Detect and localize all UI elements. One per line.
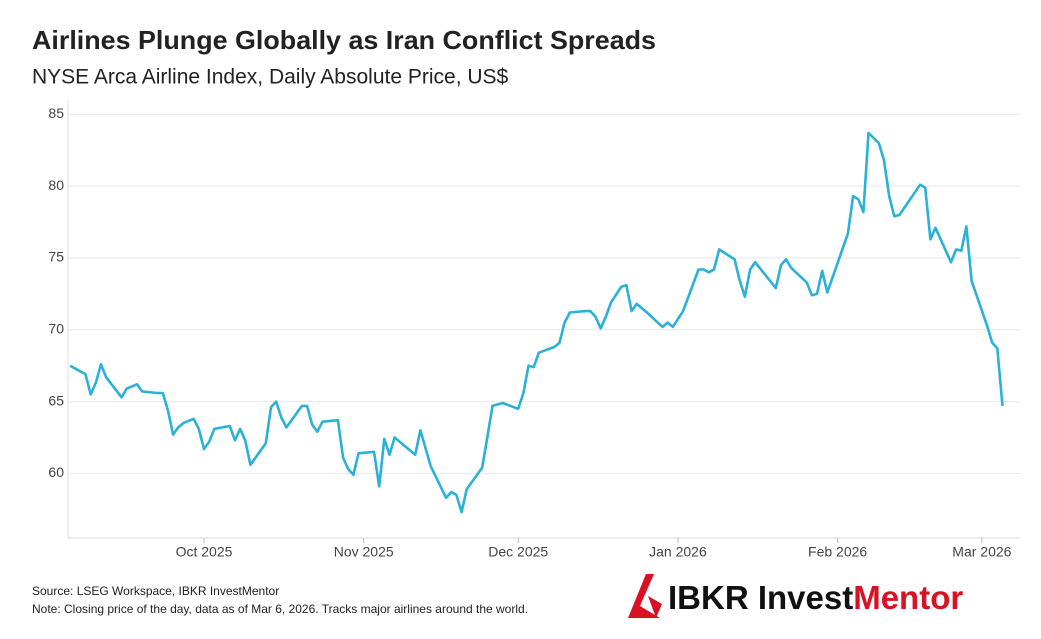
y-tick-label: 70: [48, 320, 64, 336]
x-tick-label: Dec 2025: [488, 544, 548, 560]
chart-subtitle: NYSE Arca Airline Index, Daily Absolute …: [32, 66, 509, 89]
y-tick-label: 80: [48, 177, 64, 193]
logo-text: IBKR InvestMentor: [668, 579, 963, 616]
y-tick-label: 65: [48, 392, 64, 408]
x-tick-label: Feb 2026: [808, 544, 867, 560]
logo: IBKR InvestMentor: [628, 574, 963, 618]
y-tick-label: 60: [48, 464, 64, 480]
logo-icon-piece: [648, 596, 662, 618]
chart-title: Airlines Plunge Globally as Iran Conflic…: [32, 25, 656, 55]
y-tick-label: 85: [48, 105, 64, 121]
x-tick-label: Nov 2025: [334, 544, 394, 560]
x-tick-label: Oct 2025: [176, 544, 233, 560]
source: Source: LSEG Workspace, IBKR InvestMento…: [32, 584, 279, 598]
y-tick-label: 75: [48, 249, 64, 265]
logo-first: IBKR Invest: [668, 579, 853, 616]
logo-second: Mentor: [853, 579, 963, 616]
line: [69, 131, 1004, 514]
note: Note: Closing price of the day, data as …: [32, 602, 528, 616]
logo-icon: [628, 574, 660, 618]
x-tick-label: Jan 2026: [649, 544, 707, 560]
x-tick-label: Mar 2026: [952, 544, 1011, 560]
